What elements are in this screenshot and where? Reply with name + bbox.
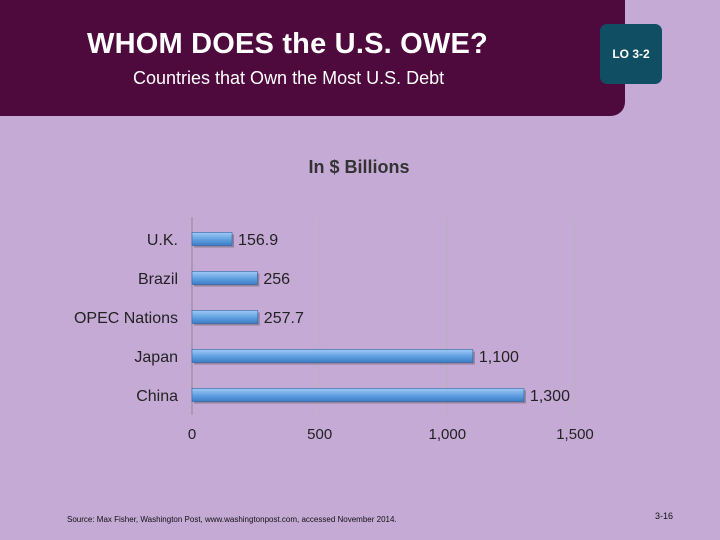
- category-label: OPEC Nations: [74, 310, 178, 327]
- value-label: 257.7: [264, 310, 304, 327]
- slide-subtitle: Countries that Own the Most U.S. Debt: [133, 68, 445, 88]
- x-tick-label: 1,500: [556, 426, 594, 443]
- chart-title: In $ Billions: [308, 157, 409, 177]
- page-number: 3-16: [655, 511, 674, 521]
- header-banner: WHOM DOES the U.S. OWE? Countries that O…: [0, 0, 625, 116]
- bar: [191, 232, 233, 246]
- category-label: Brazil: [138, 271, 178, 288]
- slide-title: WHOM DOES the U.S. OWE?: [87, 28, 488, 60]
- debt-bar-chart: In $ Billions 0 500 1,000 1,500 U.K. 156.9 Bra…: [74, 157, 594, 443]
- category-label: U.K.: [147, 232, 178, 249]
- category-label: China: [136, 388, 178, 405]
- bar: [191, 388, 525, 402]
- x-tick-label: 500: [307, 426, 332, 443]
- bar: [191, 271, 258, 285]
- category-label: Japan: [134, 349, 178, 366]
- bar: [191, 310, 259, 324]
- bar: [191, 349, 474, 363]
- value-label: 1,100: [479, 349, 519, 366]
- x-tick-label: 0: [188, 426, 196, 443]
- lo-badge: LO 3-2: [600, 24, 662, 84]
- value-label: 256: [263, 271, 290, 288]
- source-note: Source: Max Fisher, Washington Post, www…: [67, 515, 397, 524]
- value-label: 156.9: [238, 232, 278, 249]
- x-tick-label: 1,000: [429, 426, 467, 443]
- value-label: 1,300: [530, 388, 570, 405]
